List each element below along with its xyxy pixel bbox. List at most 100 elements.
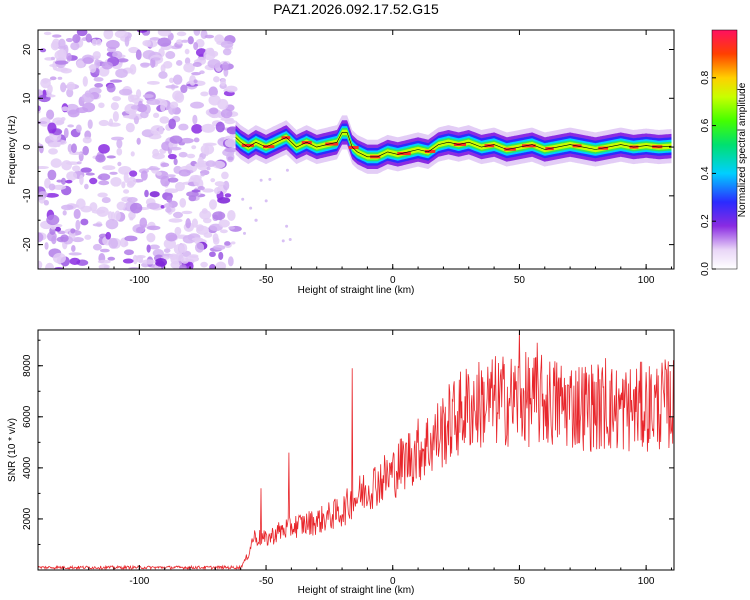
noise-blob [142,39,152,47]
noise-blob [205,47,215,55]
noise-blob [183,62,195,73]
noise-blob [117,161,122,167]
noise-blob [106,155,116,159]
noise-blob [107,256,116,261]
ridge-peak [504,147,516,151]
noise-blob [116,201,126,211]
noise-blob [137,104,148,113]
noise-blob [101,197,111,204]
noise-blob [70,42,80,51]
noise-dot [241,197,245,201]
noise-blob [127,176,137,187]
spectrogram-xtick-label: -50 [259,275,274,286]
noise-blob [146,225,161,231]
noise-blob [160,204,165,209]
noise-blob [174,92,185,103]
noise-blob [123,189,130,194]
noise-blob [46,109,55,120]
noise-blob [76,30,88,37]
noise-blob [179,264,188,269]
noise-blob [144,189,149,198]
noise-blob [97,259,111,264]
noise-blob [45,94,56,98]
noise-blob [43,199,49,206]
spectrogram-ytick-label: -10 [22,188,33,203]
noise-blob [47,169,57,181]
noise-blob [129,170,138,177]
noise-blob [220,40,234,49]
noise-blob [112,96,122,102]
noise-blob [187,36,194,45]
noise-blob [150,57,156,68]
ridge-line [235,132,672,158]
noise-blob [174,226,182,236]
noise-blob [165,207,172,213]
noise-blob [179,198,187,208]
noise-blob [157,37,172,47]
noise-blob [118,166,132,175]
noise-blob [160,102,166,112]
noise-blob [214,181,225,187]
noise-blob [115,68,128,79]
noise-blob [124,35,130,47]
noise-blob [189,74,197,86]
noise-blob [72,34,81,44]
noise-blob [142,94,154,99]
noise-blob [227,256,234,267]
noise-blob [135,254,146,259]
noise-blob [38,260,43,269]
noise-blob [208,199,217,210]
noise-blob [218,219,230,228]
noise-blob [109,79,123,83]
noise-blob [116,148,123,156]
noise-blob [154,258,168,267]
noise-blob [50,158,62,168]
noise-blob [110,176,122,187]
snr-xtick-label: 50 [514,576,526,587]
noise-blob [139,217,148,229]
ridge-peak [521,144,536,148]
noise-blob [202,188,214,193]
noise-blob [207,58,221,69]
noise-blob [112,111,119,122]
noise-blob [224,138,238,148]
spectrogram-ylabel: Frequency (Hz) [7,116,18,185]
noise-blob [44,242,49,250]
noise-blob [163,61,173,69]
noise-blob [125,122,135,133]
noise-blob [227,209,236,221]
noise-blob [71,244,76,252]
spectrogram-xlabel: Height of straight line (km) [298,285,415,296]
figure-title: PAZ1.2026.092.17.52.G15 [273,1,439,17]
ridge-peak [241,143,254,147]
noise-blob [191,72,201,76]
noise-blob [135,49,142,60]
noise-blob [201,208,208,214]
noise-blob [181,39,189,43]
noise-blob [193,79,198,84]
colorbar-ticks: 0.0 0.2 0.4 0.6 0.8 [700,70,716,276]
noise-blob [118,88,133,96]
noise-blob [222,61,229,71]
noise-blob [79,174,84,186]
noise-blob [212,233,219,243]
spectrogram-image [38,30,672,269]
noise-blob [135,226,144,234]
noise-blob [76,198,86,210]
noise-blob [65,37,74,43]
noise-blob [176,31,187,37]
noise-blob [178,151,188,158]
noise-blob [80,167,92,173]
noise-blob [193,30,201,36]
noise-blob [85,33,92,43]
noise-blob [97,192,108,198]
noise-blob [109,171,118,175]
noise-blob [200,261,208,268]
noise-blob [52,184,67,190]
noise-blob [133,115,139,125]
noise-blob [76,161,82,165]
noise-blob [191,237,204,242]
noise-blob [218,251,224,260]
